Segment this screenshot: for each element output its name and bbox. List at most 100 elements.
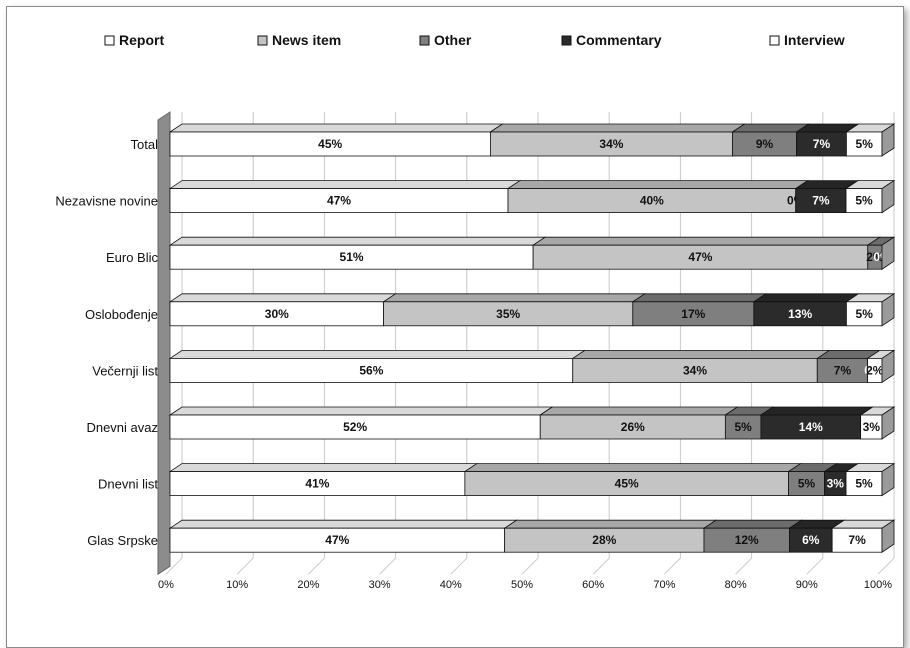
legend-swatch-commentary: [561, 35, 572, 46]
data-label-interview: 5%: [856, 307, 874, 321]
bar-segment-commentary: [760, 414, 862, 440]
bar-top-report: [168, 123, 504, 133]
gridline-floor: [806, 557, 824, 575]
gridline-floor: [664, 557, 681, 575]
x-tick-label: 80%: [725, 579, 747, 591]
bar-top-commentary: [759, 406, 874, 416]
data-label-report: 45%: [318, 137, 342, 151]
data-label-report: 47%: [325, 533, 349, 547]
bar-segment-other: [632, 301, 755, 327]
bar-segment-report: [169, 414, 541, 440]
bar-end-cap: [881, 293, 895, 327]
bar-segment-interview: [846, 301, 883, 327]
bar-end-cap: [881, 123, 895, 157]
gridline-floor: [877, 557, 895, 575]
legend-swatch-other: [419, 35, 430, 46]
data-label-commentary: 13%: [788, 307, 812, 321]
stacked-bar-chart: Report News item Other Commentary Interview …: [55, 32, 896, 591]
data-label-interview: 5%: [855, 477, 873, 491]
x-tick-label: 90%: [796, 579, 818, 591]
data-label-news-item: 47%: [688, 250, 712, 264]
legend: Report News item Other Commentary Interview: [104, 32, 845, 48]
x-tick-label: 20%: [297, 579, 319, 591]
gridline-floor: [735, 557, 752, 575]
data-label-other: 5%: [798, 477, 816, 491]
bar-top-news-item: [506, 180, 810, 190]
legend-swatch-interview: [769, 35, 780, 46]
x-tick-label: 50%: [511, 579, 533, 591]
bar-segment-news-item: [507, 188, 797, 214]
bars: 45%34%9%7%5%47%40%0%7%5%51%47%2%0%30%35%…: [168, 123, 896, 553]
category-label-dnevni-list: Dnevni list: [98, 477, 158, 492]
data-label-news-item: 26%: [621, 420, 645, 434]
data-label-commentary: 7%: [812, 194, 830, 208]
bar-segment-news-item: [383, 301, 634, 327]
bar-segment-news-item: [532, 244, 869, 270]
x-tick-label: 30%: [369, 579, 391, 591]
legend-label-news-item: News item: [272, 32, 341, 48]
data-label-other: 7%: [834, 363, 852, 377]
chart-back-wall: [157, 111, 171, 576]
bar-top-report: [168, 236, 547, 246]
bar-row-vecernji-list: 56%34%7%02%: [168, 349, 896, 384]
bar-top-report: [168, 349, 587, 359]
bar-row-dnevni-list: 41% 45% 5% 3% 5%: [168, 462, 896, 497]
bar-row-euro-blic: 51%47%2%0%: [168, 236, 896, 270]
bar-segment-other: [732, 131, 797, 157]
data-label-other: 17%: [681, 307, 705, 321]
x-tick-label: 60%: [582, 579, 604, 591]
legend-swatch-news-item: [257, 35, 268, 46]
data-label-other: 9%: [756, 137, 774, 151]
bar-top-report: [168, 519, 518, 529]
category-label-euro-blic: Euro Blic: [106, 250, 159, 265]
data-label-commentary: 6%: [802, 533, 820, 547]
data-label-interview: 5%: [856, 137, 874, 151]
category-label-dnevni-avaz: Dnevni avaz: [86, 420, 158, 435]
bar-top-report: [168, 293, 397, 303]
data-label-report: 56%: [359, 363, 383, 377]
bar-segment-interview: [845, 471, 883, 497]
bar-top-news-item: [503, 519, 718, 529]
data-label-report: 41%: [305, 477, 329, 491]
bar-segment-commentary: [789, 527, 833, 553]
bar-top-news-item: [489, 123, 746, 133]
data-label-news-item: 40%: [640, 194, 664, 208]
bar-top-report: [168, 463, 479, 473]
bar-row-nezavisne-novine: 47%40%0%7%5%: [168, 179, 896, 214]
data-label-news-item: 35%: [496, 307, 520, 321]
gridline-floor: [379, 557, 396, 575]
gridline-floor: [308, 557, 325, 575]
data-label-interview: 7%: [848, 533, 866, 547]
category-label-nezavisne-novine: Nezavisne novine: [55, 194, 158, 209]
gridline-floor: [236, 557, 254, 575]
category-label-glas-srpske: Glas Srpske: [87, 533, 158, 548]
data-label-commentary: 14%: [799, 420, 823, 434]
legend-label-report: Report: [119, 32, 164, 48]
data-label-report: 51%: [340, 250, 364, 264]
gridline-floor: [592, 557, 610, 575]
x-tick-label: 0%: [158, 579, 174, 591]
bar-segment-interview: [831, 527, 883, 553]
data-label-other: 12%: [735, 533, 759, 547]
bar-segment-news-item: [539, 414, 726, 440]
bar-end-cap: [881, 179, 895, 214]
data-label-news-item: 45%: [615, 477, 639, 491]
data-label-interview: 5%: [855, 194, 873, 208]
bar-end-cap: [881, 349, 895, 384]
bar-row-glas-srpske: 47% 28% 12% 6% 7%: [168, 519, 896, 553]
data-label-report: 47%: [327, 194, 351, 208]
gridline-floor: [521, 557, 539, 575]
bar-segment-news-item: [489, 131, 733, 157]
bar-segment-report: [169, 244, 534, 270]
bar-end-cap: [881, 519, 895, 553]
bar-segment-report: [169, 188, 509, 214]
bar-end-cap: [881, 406, 895, 440]
bar-segment-report: [169, 301, 385, 327]
category-label-oslobo-enje: Oslobođenje: [85, 307, 158, 322]
category-labels: Total Nezavisne novine Euro Blic Oslobođenj…: [55, 137, 158, 548]
bar-segment-news-item: [464, 471, 789, 497]
data-label-news-item: 34%: [683, 363, 707, 377]
bar-segment-other: [816, 357, 869, 383]
bar-end-cap: [881, 462, 895, 497]
bar-row-dnevni-avaz: 52% 26% 5% 14% 3%: [168, 406, 896, 440]
